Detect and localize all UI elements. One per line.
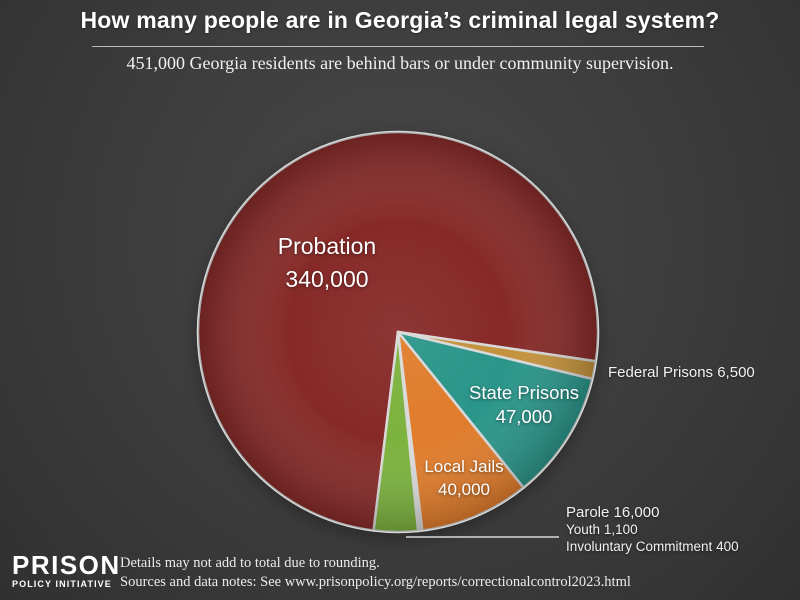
slice-value: 16,000	[613, 504, 660, 521]
slice-label-local-jails: Local Jails 40,000	[424, 455, 503, 501]
slice-name: Parole	[566, 504, 610, 521]
slice-value: 6,500	[717, 364, 755, 381]
slice-value: 400	[716, 539, 739, 554]
footer-notes: Details may not add to total due to roun…	[120, 554, 631, 592]
slice-name: Involuntary Commitment	[566, 539, 713, 554]
slice-name: Local Jails	[424, 457, 504, 476]
slice-name: Probation	[277, 233, 377, 259]
slice-name: Federal Prisons	[608, 364, 714, 381]
rounding-note: Details may not add to total due to roun…	[120, 555, 380, 571]
logo-wordmark: PRISON	[12, 550, 121, 580]
slice-label-state-prisons: State Prisons 47,000	[469, 381, 579, 429]
callout-youth: Youth 1,100	[566, 522, 638, 537]
slice-value: 340,000	[285, 266, 369, 292]
logo-subtitle: POLICY INITIATIVE	[12, 579, 112, 589]
slice-label-probation: Probation 340,000	[278, 230, 376, 296]
callout-involuntary-commitment: Involuntary Commitment 400	[566, 539, 739, 554]
sources-note: Sources and data notes: See www.prisonpo…	[120, 574, 631, 590]
footer: PRISON POLICY INITIATIVE Details may not…	[0, 550, 800, 600]
slice-name: State Prisons	[468, 382, 580, 403]
slice-name: Youth	[566, 522, 601, 537]
callout-parole: Parole 16,000	[566, 504, 659, 521]
slice-value: 47,000	[495, 406, 553, 427]
prison-policy-initiative-logo: PRISON POLICY INITIATIVE	[12, 552, 121, 590]
slice-value: 40,000	[438, 480, 490, 499]
callout-federal-prisons: Federal Prisons 6,500	[608, 364, 755, 381]
slice-value: 1,100	[603, 522, 638, 537]
chart-title: How many people are in Georgia’s crimina…	[80, 7, 720, 33]
pie-slices	[196, 130, 600, 534]
title-divider	[92, 46, 704, 47]
chart-subtitle: 451,000 Georgia residents are behind bar…	[126, 53, 674, 73]
